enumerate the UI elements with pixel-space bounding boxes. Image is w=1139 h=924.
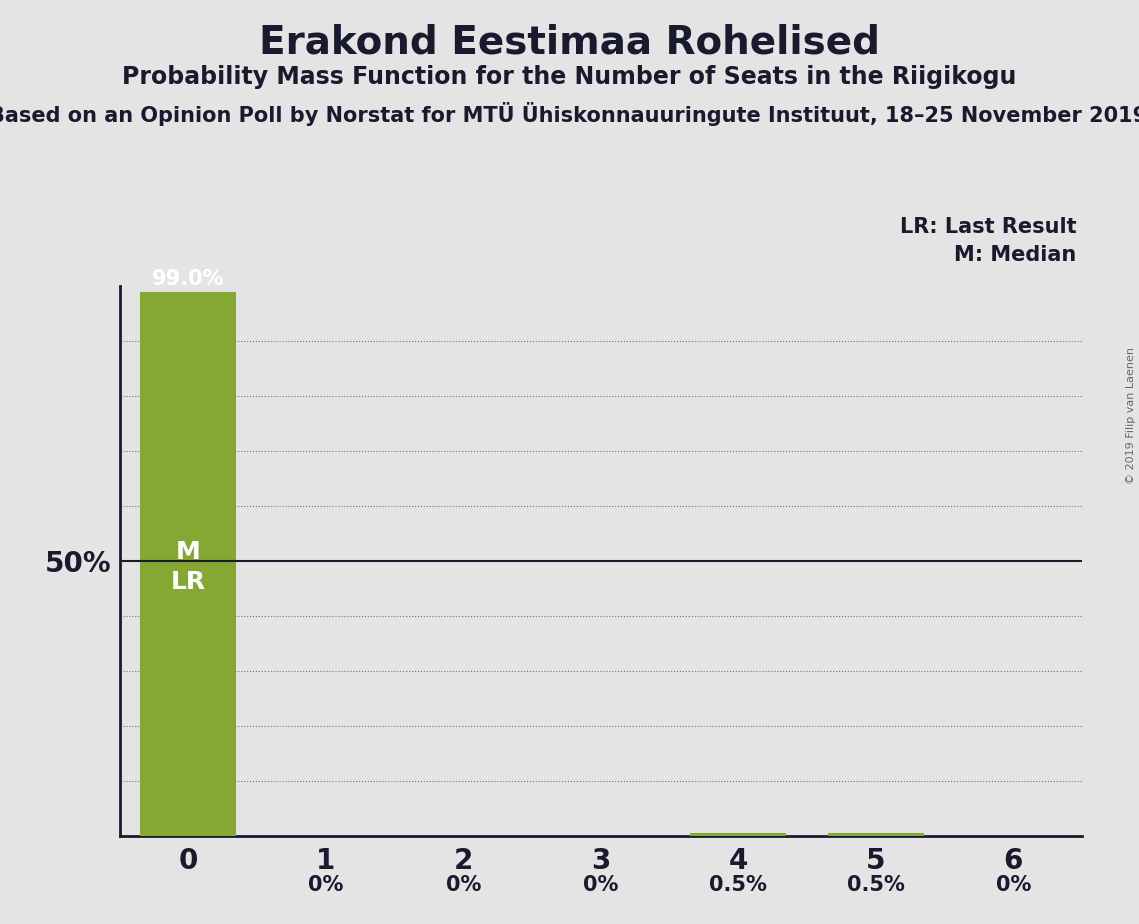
Text: Based on an Opinion Poll by Norstat for MTÜ Ühiskonnauuringute Instituut, 18–25 : Based on an Opinion Poll by Norstat for …	[0, 102, 1139, 126]
Text: M: Median: M: Median	[954, 245, 1076, 265]
Text: Probability Mass Function for the Number of Seats in the Riigikogu: Probability Mass Function for the Number…	[122, 65, 1017, 89]
Text: 0%: 0%	[445, 875, 481, 894]
Text: M
LR: M LR	[171, 540, 206, 594]
Bar	[140, 292, 237, 836]
Bar	[828, 833, 924, 836]
Text: LR: Last Result: LR: Last Result	[900, 217, 1076, 237]
Bar	[690, 833, 786, 836]
Text: 0%: 0%	[995, 875, 1031, 894]
Text: 0%: 0%	[309, 875, 344, 894]
Text: 0.5%: 0.5%	[710, 875, 768, 894]
Text: 0.5%: 0.5%	[847, 875, 904, 894]
Text: © 2019 Filip van Laenen: © 2019 Filip van Laenen	[1126, 347, 1136, 484]
Text: Erakond Eestimaa Rohelised: Erakond Eestimaa Rohelised	[259, 23, 880, 61]
Text: 0%: 0%	[583, 875, 618, 894]
Text: 99.0%: 99.0%	[153, 269, 224, 289]
